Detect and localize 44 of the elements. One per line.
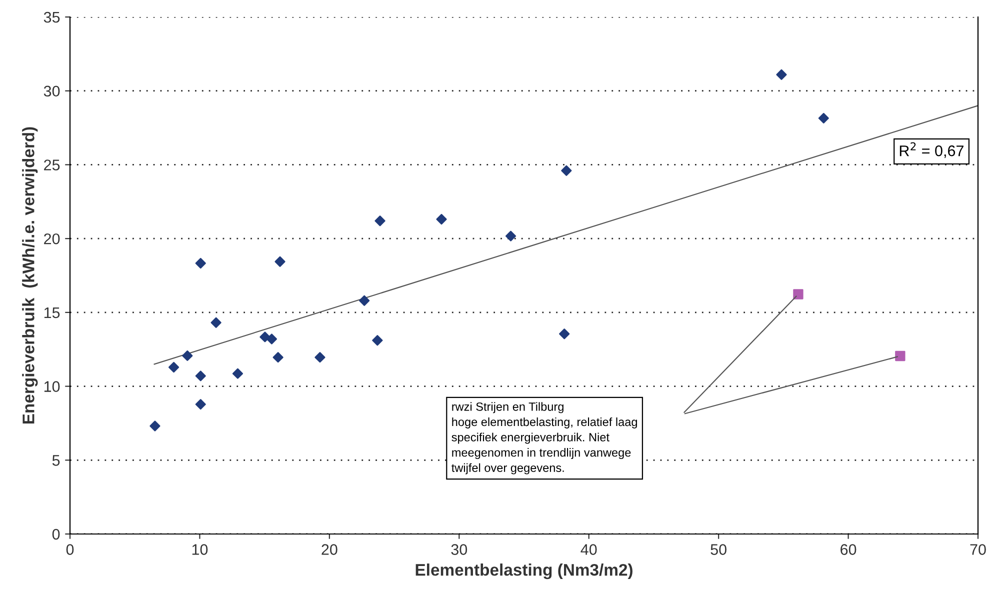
point bbox=[559, 328, 570, 340]
point bbox=[793, 289, 804, 300]
x-tick-label: 0 bbox=[66, 544, 74, 555]
x-tick-label: 70 bbox=[970, 544, 986, 555]
x-axis-title: Elementbelasting (Nm3/m2) bbox=[416, 564, 632, 580]
point bbox=[818, 112, 829, 124]
x-tick-label: 20 bbox=[322, 544, 338, 555]
point bbox=[561, 165, 572, 176]
point bbox=[182, 350, 193, 362]
point bbox=[195, 370, 206, 382]
point bbox=[150, 420, 160, 432]
x-tick-label: 60 bbox=[840, 544, 856, 555]
annotation: R$^{2}$ = 0,67 bbox=[900, 142, 964, 158]
y-tick-label: 20 bbox=[44, 233, 60, 244]
y-tick-label: 30 bbox=[44, 86, 60, 97]
point bbox=[195, 399, 206, 410]
annotation: rwzi Strijen en Tilburg hoge elementbelasting, relatief laag specifiek energieverbruik. Niet meegenomen in trendlijn vanwege twijfel over gegevens. bbox=[452, 402, 637, 474]
point bbox=[436, 214, 447, 225]
y-tick-label: 25 bbox=[44, 160, 60, 170]
point bbox=[505, 230, 516, 242]
y-axis-title: Energieverbruik (kWh/i.e. verwijderd) bbox=[22, 127, 38, 424]
point bbox=[168, 362, 180, 373]
y-tick-label: 15 bbox=[44, 307, 60, 318]
point bbox=[260, 332, 270, 342]
point bbox=[266, 334, 278, 344]
point bbox=[210, 317, 222, 328]
x-tick-label: 30 bbox=[451, 544, 468, 555]
point bbox=[274, 256, 286, 267]
y-tick-label: 10 bbox=[44, 381, 60, 392]
y-tick-label: 5 bbox=[52, 455, 60, 466]
y-tick-label: 0 bbox=[52, 528, 60, 540]
point bbox=[314, 352, 326, 363]
point bbox=[272, 352, 284, 363]
point bbox=[374, 216, 386, 226]
x-tick-label: 40 bbox=[580, 544, 597, 555]
point bbox=[359, 295, 370, 306]
point bbox=[232, 368, 244, 379]
point bbox=[776, 69, 787, 80]
point bbox=[895, 350, 906, 362]
point bbox=[372, 335, 383, 346]
y-tick-label: 35 bbox=[44, 12, 60, 23]
point bbox=[195, 258, 206, 269]
x-tick-label: 10 bbox=[192, 544, 208, 555]
x-tick-label: 50 bbox=[710, 544, 726, 555]
